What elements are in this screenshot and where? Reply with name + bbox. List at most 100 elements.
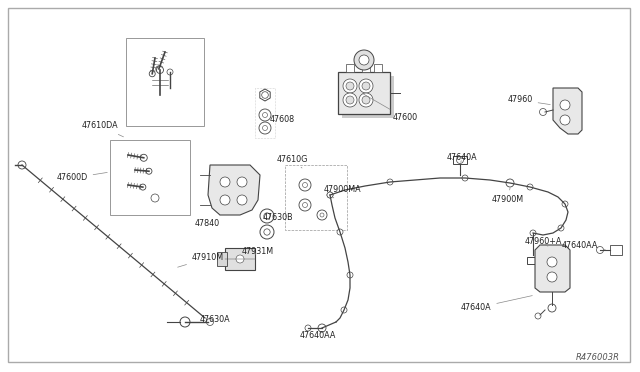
Circle shape — [362, 82, 370, 90]
Circle shape — [456, 157, 463, 164]
Circle shape — [149, 71, 156, 77]
Circle shape — [562, 201, 568, 207]
Text: 47640AA: 47640AA — [300, 330, 336, 340]
Circle shape — [343, 79, 357, 93]
Circle shape — [146, 168, 152, 174]
Polygon shape — [208, 165, 260, 215]
Circle shape — [346, 82, 354, 90]
Circle shape — [359, 55, 369, 65]
Circle shape — [220, 195, 230, 205]
Circle shape — [207, 318, 214, 326]
Circle shape — [262, 92, 268, 98]
Circle shape — [260, 209, 274, 223]
Circle shape — [560, 115, 570, 125]
Text: 47600: 47600 — [362, 93, 417, 122]
Circle shape — [259, 109, 271, 121]
Bar — [362, 64, 370, 72]
Circle shape — [260, 225, 274, 239]
Circle shape — [318, 324, 326, 332]
Circle shape — [354, 50, 374, 70]
Circle shape — [156, 66, 162, 72]
Circle shape — [237, 195, 247, 205]
Circle shape — [264, 213, 270, 219]
Circle shape — [157, 67, 163, 74]
Circle shape — [180, 317, 190, 327]
Text: 47610DA: 47610DA — [82, 122, 124, 137]
Polygon shape — [535, 245, 570, 292]
Text: 47640A: 47640A — [447, 154, 477, 163]
Bar — [126, 38, 204, 126]
Circle shape — [548, 304, 556, 312]
Circle shape — [327, 192, 333, 198]
Text: 47960: 47960 — [508, 96, 550, 105]
Circle shape — [167, 69, 173, 75]
Circle shape — [220, 177, 230, 187]
Circle shape — [527, 184, 533, 190]
Circle shape — [237, 177, 247, 187]
Circle shape — [341, 307, 347, 313]
Text: 47630A: 47630A — [200, 315, 230, 324]
Bar — [346, 64, 354, 72]
Text: 47960+A: 47960+A — [524, 237, 562, 247]
Text: 47840: 47840 — [195, 215, 220, 228]
Circle shape — [317, 210, 327, 220]
Circle shape — [535, 313, 541, 319]
Circle shape — [320, 213, 324, 217]
Circle shape — [359, 93, 373, 107]
Circle shape — [262, 112, 268, 118]
Circle shape — [359, 79, 373, 93]
Bar — [527, 257, 539, 263]
Circle shape — [236, 255, 244, 263]
Text: 47910M: 47910M — [178, 253, 224, 267]
Polygon shape — [260, 89, 270, 101]
Text: 47900M: 47900M — [492, 188, 524, 205]
Circle shape — [462, 175, 468, 181]
Bar — [225, 248, 255, 270]
Circle shape — [303, 202, 307, 208]
Bar — [374, 64, 382, 72]
Circle shape — [530, 230, 536, 236]
Circle shape — [337, 229, 343, 235]
Bar — [255, 88, 275, 138]
Text: 47931M: 47931M — [242, 247, 274, 257]
Circle shape — [262, 125, 268, 131]
Circle shape — [540, 109, 547, 115]
Text: 47630B: 47630B — [262, 214, 293, 222]
Bar — [453, 156, 467, 164]
Circle shape — [299, 199, 311, 211]
Bar — [610, 245, 622, 255]
Circle shape — [346, 96, 354, 104]
Circle shape — [303, 183, 307, 187]
Text: 47900MA: 47900MA — [323, 186, 361, 198]
Circle shape — [343, 93, 357, 107]
Circle shape — [327, 192, 333, 198]
Circle shape — [151, 194, 159, 202]
Circle shape — [259, 122, 271, 134]
Circle shape — [547, 257, 557, 267]
Bar — [285, 165, 347, 230]
Circle shape — [299, 179, 311, 191]
Bar — [338, 72, 390, 114]
Text: 47640AA: 47640AA — [562, 241, 605, 250]
Circle shape — [596, 247, 604, 253]
Text: 47610G: 47610G — [276, 155, 308, 168]
Circle shape — [140, 154, 147, 161]
Circle shape — [347, 272, 353, 278]
Circle shape — [362, 96, 370, 104]
Circle shape — [305, 325, 311, 331]
Circle shape — [18, 161, 26, 169]
Text: 47600D: 47600D — [56, 173, 108, 183]
Bar — [217, 252, 227, 266]
Circle shape — [558, 225, 564, 231]
Circle shape — [560, 100, 570, 110]
Polygon shape — [553, 88, 582, 134]
Circle shape — [264, 229, 270, 235]
Text: 47608: 47608 — [268, 110, 294, 125]
Circle shape — [506, 179, 514, 187]
Text: R476003R: R476003R — [576, 353, 620, 362]
Circle shape — [547, 272, 557, 282]
Circle shape — [387, 179, 393, 185]
Circle shape — [140, 184, 146, 190]
Bar — [342, 76, 394, 118]
Bar — [110, 140, 190, 215]
